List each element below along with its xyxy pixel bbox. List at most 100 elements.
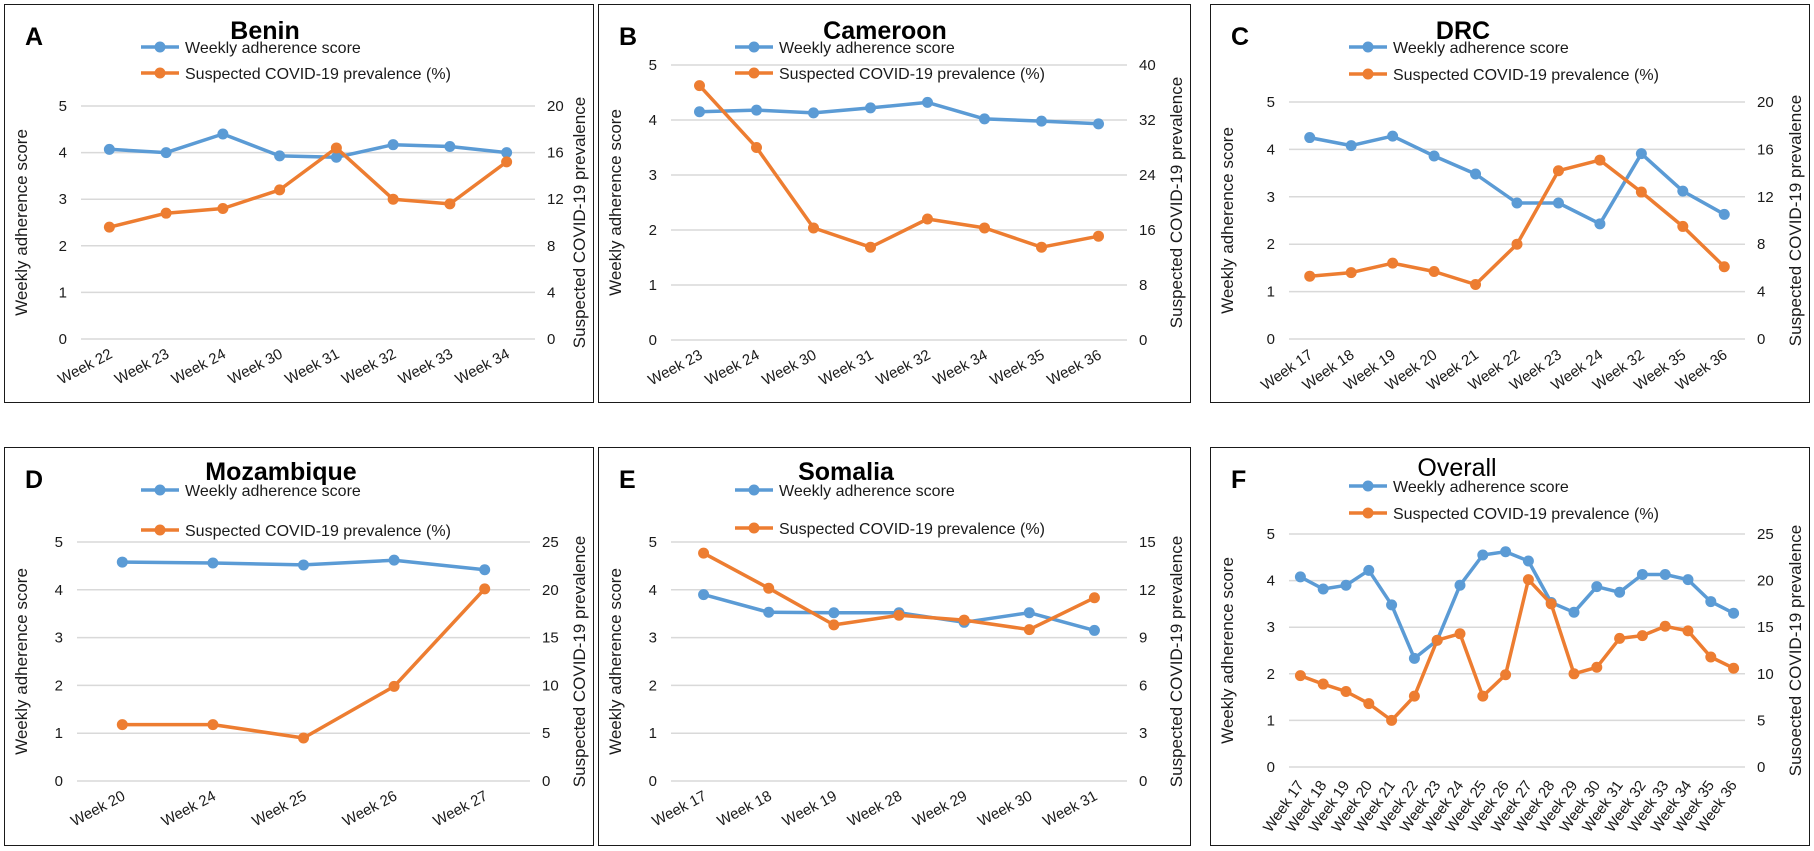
data-point-prevalence [865, 241, 876, 253]
data-point-adherence [1568, 606, 1580, 618]
x-tick-label: Week 25 [249, 788, 309, 831]
x-tick-label: Week 30 [975, 788, 1035, 831]
data-point-adherence [1317, 583, 1329, 595]
data-point-prevalence [479, 583, 491, 595]
x-tick-label: Week 32 [339, 346, 399, 389]
y-left-tick-label: 2 [1267, 236, 1275, 253]
data-point-adherence [501, 147, 513, 159]
data-point-adherence [160, 147, 172, 159]
y-left-tick-label: 2 [649, 677, 657, 694]
y-right-tick-label: 6 [1139, 677, 1147, 694]
data-point-adherence [1304, 132, 1316, 144]
data-point-prevalence [1386, 714, 1398, 726]
data-point-adherence [1477, 549, 1489, 561]
y-right-tick-label: 0 [1139, 773, 1147, 790]
x-tick-label: Week 35 [987, 347, 1047, 390]
x-tick-label: Week 24 [159, 788, 219, 831]
data-point-adherence [116, 556, 128, 568]
data-point-prevalence [387, 193, 399, 205]
data-point-prevalence [116, 719, 128, 731]
y-right-tick-label: 16 [1757, 141, 1774, 158]
panel-letter: C [1231, 23, 1249, 51]
data-point-prevalence [751, 142, 762, 153]
data-point-prevalence [1552, 165, 1564, 177]
data-point-prevalence [1728, 662, 1740, 674]
data-point-prevalence [893, 609, 905, 621]
y-left-tick-label: 3 [649, 630, 657, 647]
y-left-tick-label: 0 [649, 773, 657, 790]
data-point-prevalence [1636, 630, 1648, 642]
data-point-prevalence [298, 732, 309, 744]
data-point-adherence [979, 113, 990, 125]
series-line-prevalence [1309, 158, 1726, 287]
data-point-prevalence [1345, 267, 1357, 279]
chart-panel-b: 0 1 2 3 4 5 0 8 16 24 32 40 Week 23 Week 24 Week 30 Wee… [598, 4, 1191, 403]
data-point-adherence [1500, 546, 1512, 558]
legend-label-series2: Suspected COVID-19 prevalence (%) [779, 66, 1045, 83]
data-point-prevalence [1363, 698, 1375, 710]
legend-swatch-marker [154, 484, 166, 496]
data-point-prevalence [1635, 186, 1647, 198]
data-point-adherence [1340, 579, 1352, 591]
legend-swatch-marker [1362, 480, 1374, 492]
legend-swatch-marker [748, 41, 760, 53]
data-point-prevalence [1718, 261, 1730, 273]
y-left-tick-label: 4 [1267, 573, 1275, 590]
y-right-axis-label: Suspected COVID-19 prevalence [1786, 95, 1805, 346]
data-point-adherence [1614, 586, 1626, 598]
data-point-adherence [1036, 115, 1047, 127]
y-right-axis-label: Suspected COVID-19 prevalence [570, 536, 589, 787]
data-point-prevalence [1387, 257, 1399, 269]
data-point-adherence [1470, 168, 1482, 180]
y-left-tick-label: 1 [55, 725, 63, 742]
legend-swatch-marker [748, 484, 760, 496]
series-line-adherence [109, 132, 507, 160]
chart-panel-d: 0 1 2 3 4 5 0 5 10 15 20 25 Week 20 Week 24 Week 25 Wee… [4, 447, 594, 846]
y-left-tick-label: 1 [649, 277, 657, 294]
data-point-prevalence [1093, 230, 1104, 242]
legend-swatch-marker [154, 524, 166, 536]
data-point-prevalence [1477, 690, 1489, 702]
y-right-tick-label: 20 [1757, 94, 1774, 111]
y-right-tick-label: 20 [1757, 573, 1774, 590]
data-point-adherence [1387, 130, 1399, 142]
y-right-tick-label: 0 [1757, 331, 1765, 348]
data-point-adherence [1591, 581, 1603, 593]
x-tick-label: Week 30 [225, 346, 285, 389]
data-point-prevalence [1568, 668, 1580, 680]
y-right-tick-label: 12 [1139, 582, 1156, 599]
data-point-prevalence [1682, 625, 1694, 637]
y-right-tick-label: 15 [1139, 534, 1156, 551]
data-point-adherence [1594, 218, 1606, 230]
data-point-adherence [388, 554, 400, 566]
data-point-adherence [808, 107, 819, 119]
data-point-adherence [698, 589, 710, 601]
chart-panel-e: 0 1 2 3 4 5 0 3 6 9 12 15 Week 17 Week 18 Week 19 Week … [598, 447, 1191, 846]
x-tick-label: Week 27 [431, 788, 491, 831]
chart-svg: 0 1 2 3 4 5 0 5 10 15 20 25 Week 20 Week 24 Week 25 Wee… [12, 458, 589, 831]
x-tick-label: Week 23 [645, 347, 705, 390]
data-point-adherence [1428, 150, 1440, 162]
data-point-prevalence [1511, 238, 1523, 250]
data-point-prevalence [1408, 690, 1420, 702]
y-right-axis-label: Susoected COVID-19 prevalence [1786, 525, 1805, 776]
legend-label-series2: Suspected COVID-19 prevalence (%) [185, 523, 451, 540]
data-point-adherence [1088, 624, 1100, 636]
y-right-tick-label: 10 [1757, 666, 1774, 683]
panel-letter: B [619, 23, 637, 51]
chart-panel-f: 0 1 2 3 4 5 0 5 10 15 20 25 Week 17 Week 18 Week 19 Wee… [1210, 447, 1810, 846]
data-point-adherence [1345, 140, 1357, 152]
y-left-tick-label: 4 [649, 582, 657, 599]
x-tick-label: Week 17 [649, 788, 709, 831]
y-left-tick-label: 0 [1267, 759, 1275, 776]
y-left-tick-label: 5 [55, 534, 63, 551]
y-right-tick-label: 8 [547, 238, 555, 255]
legend-swatch-marker [748, 67, 760, 79]
data-point-prevalence [922, 213, 933, 225]
data-point-prevalence [1677, 220, 1689, 232]
y-left-tick-label: 4 [59, 145, 67, 162]
